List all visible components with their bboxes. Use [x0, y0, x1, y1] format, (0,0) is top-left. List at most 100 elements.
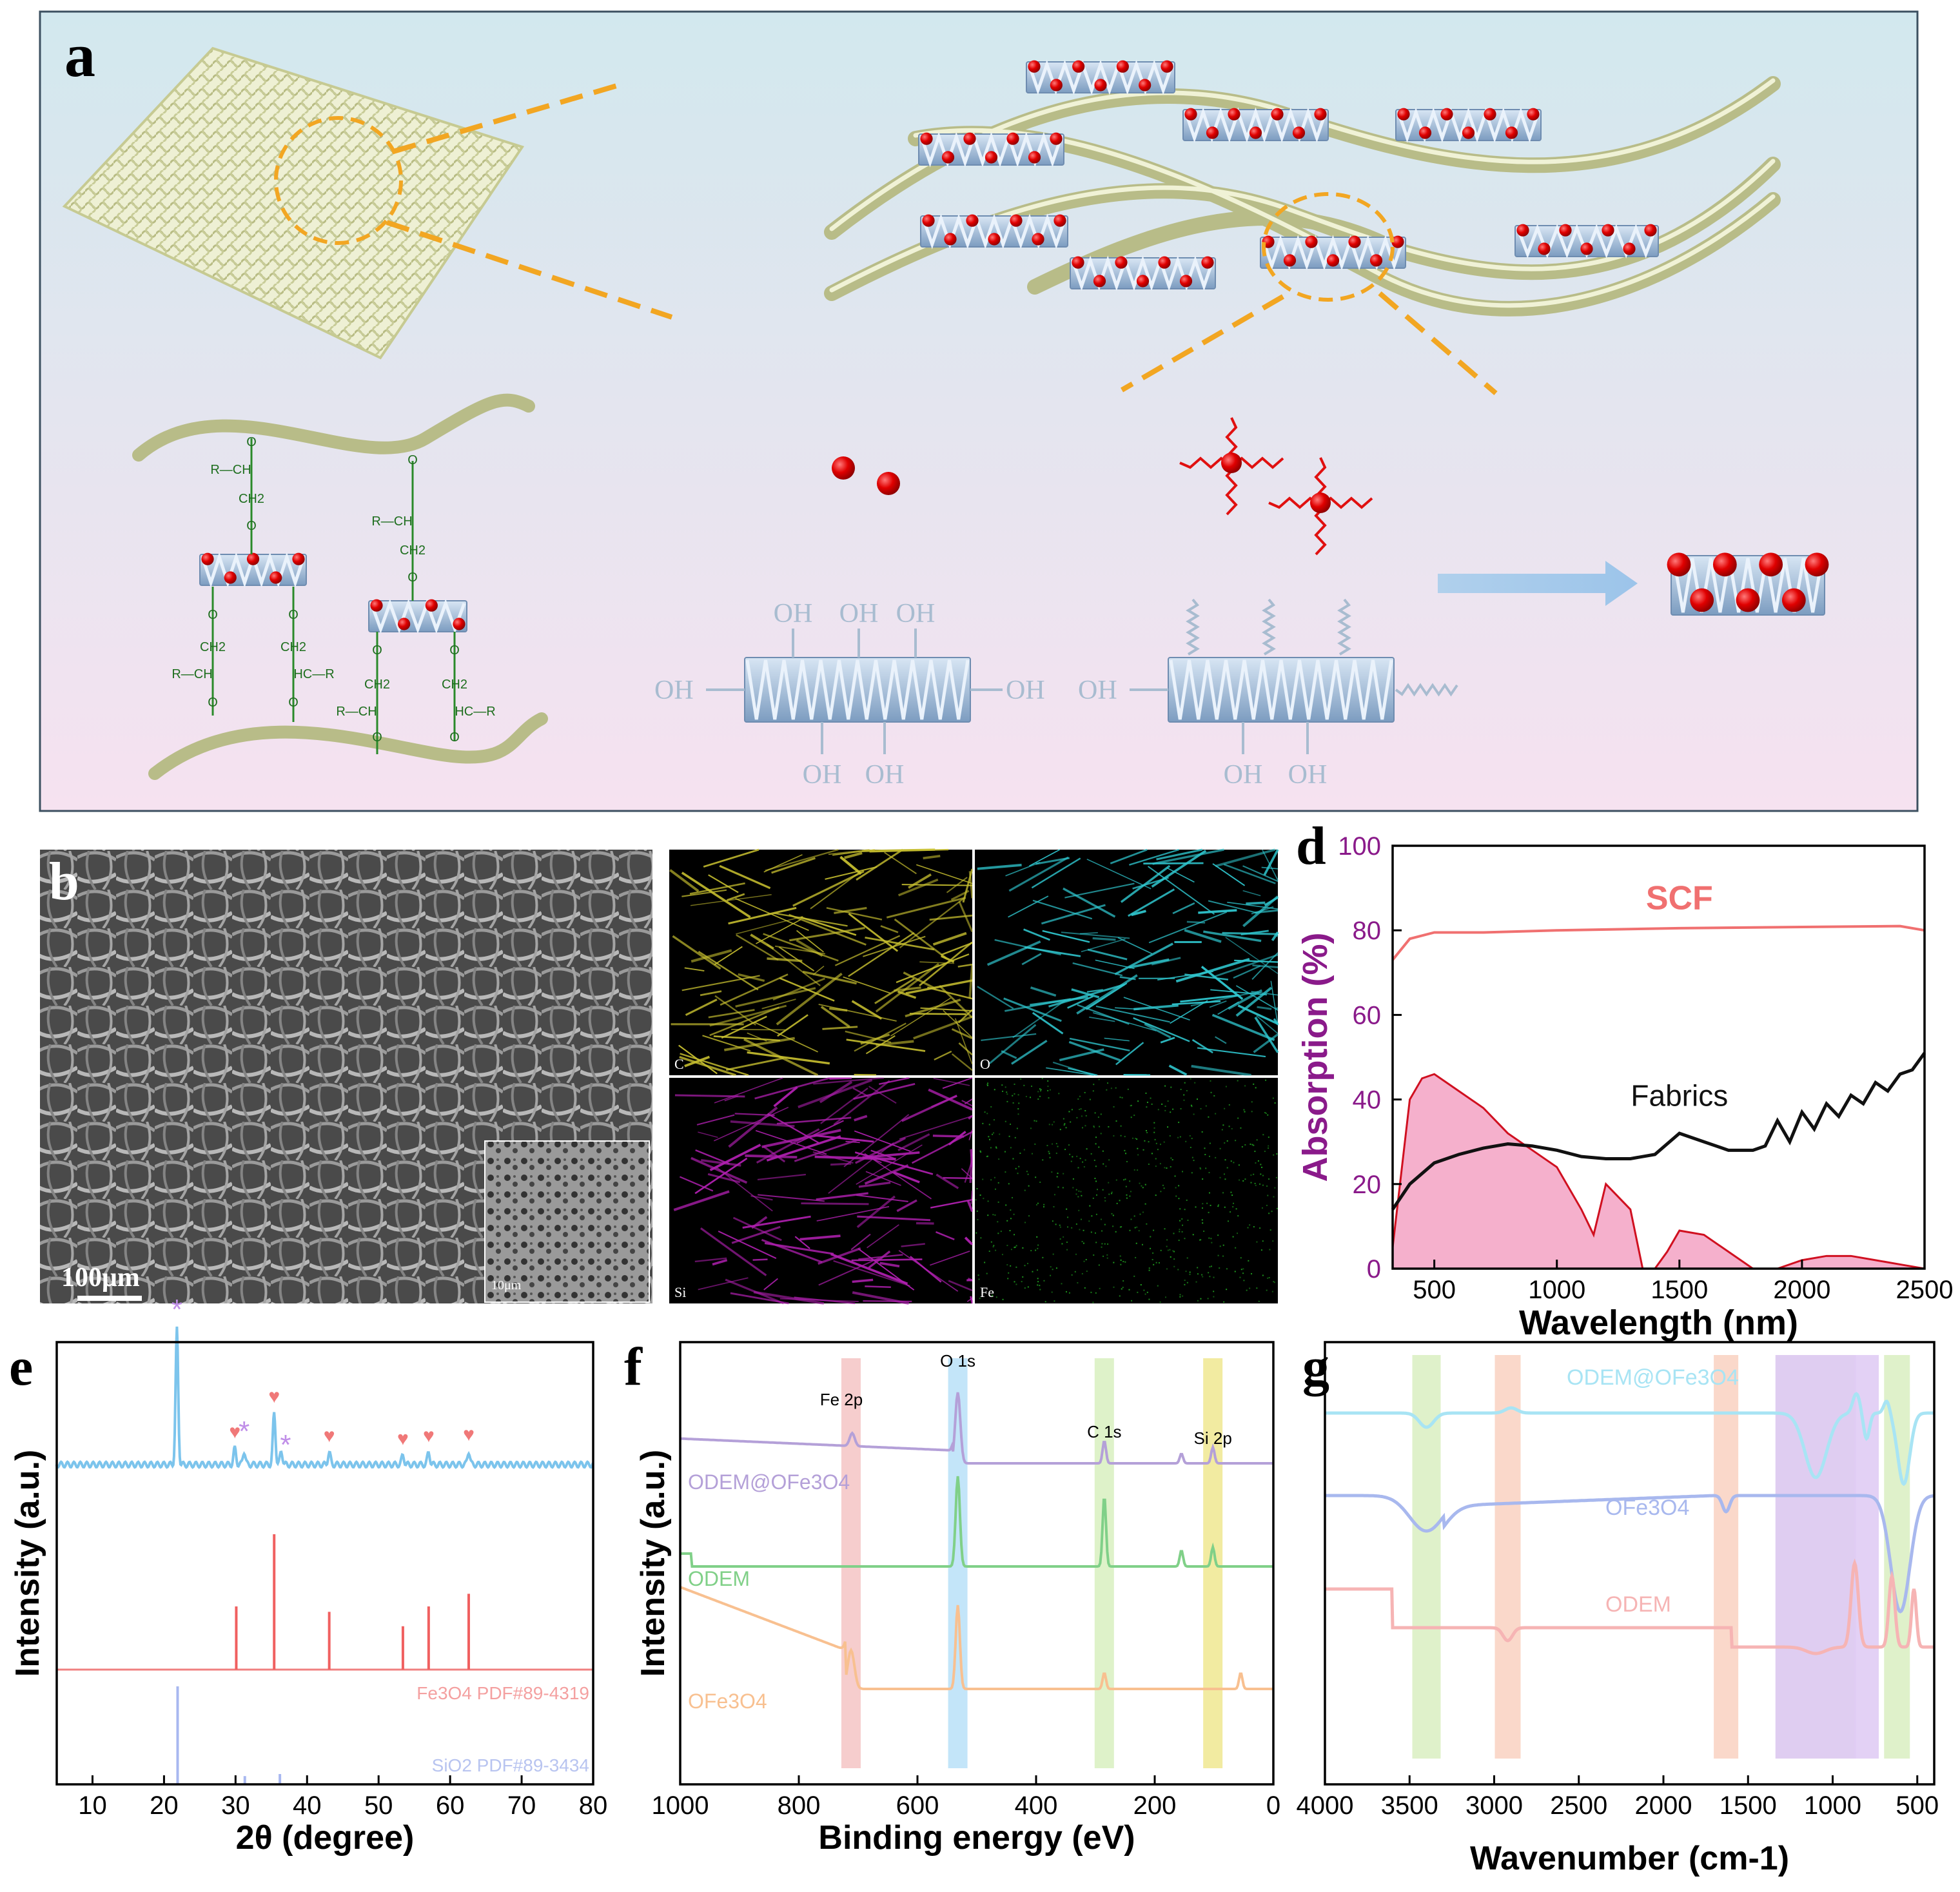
eds-dot: [1182, 1171, 1184, 1173]
eds-dot: [1179, 1229, 1181, 1231]
eds-dot: [1014, 1246, 1016, 1248]
eds-fiber: [1215, 848, 1276, 868]
eds-dot: [988, 1250, 990, 1252]
eds-fiber: [701, 1159, 741, 1167]
eds-fiber: [794, 1138, 859, 1162]
eds-dot: [1200, 1168, 1202, 1170]
panel-f-label: f: [624, 1337, 643, 1397]
eds-fiber: [1008, 895, 1049, 918]
eds-dot: [1002, 1090, 1004, 1092]
eds-dot: [1251, 1144, 1253, 1146]
eds-dot: [1201, 1131, 1203, 1133]
eds-dot: [997, 1182, 999, 1184]
nanoparticle-dot: [1667, 552, 1691, 577]
eds-dot: [983, 1198, 985, 1200]
eds-dot: [1042, 1256, 1044, 1258]
eds-dot: [1190, 1104, 1192, 1106]
nanoparticle-dot: [1115, 256, 1128, 269]
eds-dot: [1095, 1165, 1097, 1167]
eds-dot: [1052, 1124, 1054, 1126]
eds-fiber: [735, 987, 816, 1008]
eds-dot: [1215, 1113, 1217, 1115]
eds-map-o: O: [975, 848, 1279, 1077]
eds-dot: [1142, 1211, 1144, 1213]
eds-dot: [1266, 1289, 1268, 1291]
eds-dot: [1237, 1117, 1239, 1119]
eds-dot: [1059, 1224, 1061, 1226]
nanoparticle-dot: [1094, 79, 1107, 92]
panel-g-x-tick-label: 2500: [1550, 1791, 1607, 1820]
eds-dot: [1225, 1086, 1227, 1087]
eds-dot: [1047, 1089, 1049, 1091]
oh-label: OH: [1006, 676, 1045, 705]
eds-dot: [1005, 1204, 1007, 1206]
eds-dot: [1077, 1167, 1079, 1169]
panel-f-x-tick-label: 400: [1015, 1791, 1058, 1820]
eds-dot: [1167, 1249, 1169, 1251]
eds-fiber: [988, 1024, 1037, 1064]
linker-atom-label: O: [288, 608, 299, 622]
eds-dot: [1268, 1145, 1269, 1147]
eds-dot: [1014, 1136, 1016, 1138]
eds-dot: [1084, 1110, 1086, 1112]
series-fabrics: [1391, 1051, 1926, 1211]
eds-dot: [1166, 1268, 1168, 1270]
panel-e-x-tick-label: 30: [221, 1791, 250, 1820]
eds-dot: [1037, 1202, 1039, 1204]
eds-dot: [1039, 1285, 1041, 1287]
eds-dot: [999, 1133, 1001, 1135]
eds-dot: [1119, 1255, 1121, 1257]
eds-dot: [1124, 1178, 1126, 1180]
eds-fiber: [735, 898, 809, 931]
eds-dot: [1124, 1149, 1126, 1151]
eds-dot: [1197, 1267, 1199, 1269]
eds-dot: [1137, 1154, 1139, 1156]
eds-dot: [1084, 1091, 1086, 1093]
eds-fiber: [919, 961, 955, 964]
ftir-band: [1494, 1355, 1521, 1759]
panel-d-y-tick-label: 20: [1353, 1171, 1382, 1199]
eds-fiber: [1081, 938, 1126, 953]
eds-dot: [1164, 1296, 1166, 1298]
annotation-fabrics: Fabrics: [1631, 1078, 1728, 1112]
eds-fiber: [970, 1149, 974, 1167]
eds-fiber: [968, 1129, 973, 1140]
eds-dot: [1094, 1232, 1096, 1234]
eds-dot: [1180, 1107, 1182, 1109]
panel-e-x-tick-label: 80: [579, 1791, 608, 1820]
eds-fiber: [1086, 982, 1128, 1010]
xrd-peak-marker: ♥: [229, 1421, 240, 1443]
eds-dot: [1090, 1231, 1092, 1233]
eds-dot: [995, 1296, 997, 1298]
eds-fiber: [819, 1080, 853, 1104]
linker-atom-label: CH2: [280, 640, 306, 654]
nanoparticle-dot: [1516, 224, 1529, 237]
eds-dot: [1095, 1242, 1097, 1243]
eds-fiber: [834, 935, 901, 966]
eds-fiber: [778, 946, 815, 972]
eds-dot: [1195, 1206, 1197, 1208]
eds-fiber: [1011, 1039, 1048, 1065]
eds-dot: [1072, 1156, 1073, 1158]
eds-fiber: [930, 1250, 970, 1266]
eds-dot: [1008, 1272, 1010, 1274]
eds-fiber: [691, 949, 732, 963]
eds-fiber: [967, 1277, 973, 1282]
eds-fiber: [1212, 863, 1246, 886]
silane-chain: [1395, 683, 1458, 697]
eds-dot: [990, 1241, 992, 1243]
eds-dot: [1068, 1144, 1070, 1146]
eds-dot: [1164, 1109, 1166, 1111]
eds-dot: [1004, 1171, 1006, 1173]
eds-dot: [1098, 1146, 1100, 1148]
eds-fiber: [1270, 980, 1279, 1026]
eds-fiber: [896, 1199, 917, 1213]
xps-band-label: Si 2p: [1194, 1429, 1232, 1448]
eds-dot: [982, 1122, 984, 1124]
panel-d-ylabel: Absorption (%): [1296, 933, 1335, 1182]
eds-fiber: [865, 936, 935, 951]
eds-dot: [990, 1179, 992, 1181]
crosslink-slab: [368, 598, 467, 634]
eds-dot: [1182, 1295, 1184, 1297]
eds-dot: [1239, 1276, 1241, 1278]
